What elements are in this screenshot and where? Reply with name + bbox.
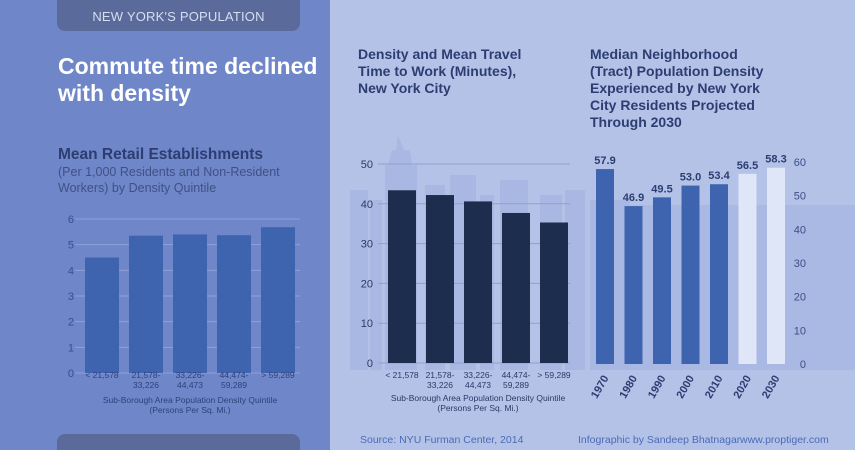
y-tick-label: 60 (794, 157, 806, 169)
y-tick-label: 50 (361, 159, 373, 171)
projected-bar (738, 173, 757, 364)
y-tick-label: 20 (361, 278, 373, 290)
x-tick-label: 21,578-33,226 (426, 370, 455, 390)
data-label: 53.4 (708, 170, 730, 182)
x-axis-label-units: (Persons Per Sq. Mi.) (149, 405, 230, 415)
x-tick-label: 21,578-33,226 (132, 370, 161, 390)
bar (129, 235, 163, 373)
x-tick-label: 44,474-59,289 (502, 370, 531, 390)
y-tick-label: 50 (794, 191, 806, 203)
bar (653, 197, 671, 364)
y-tick-label: 30 (361, 239, 373, 251)
bar (217, 235, 251, 373)
y-tick-label: 10 (794, 325, 806, 337)
x-tick-label: > 59,289 (537, 370, 571, 380)
credit-text: Infographic by Sandeep Bhatnagar (578, 434, 741, 446)
y-tick-label: 2 (68, 317, 74, 329)
data-label: 56.5 (737, 160, 758, 172)
x-tick-label: 2010 (703, 374, 726, 401)
bar (426, 195, 454, 363)
x-tick-label: 2020 (731, 374, 754, 401)
x-tick-label: < 21,578 (385, 370, 419, 380)
data-label: 46.9 (623, 192, 644, 204)
projected-bar (767, 167, 785, 364)
y-tick-label: 10 (361, 318, 373, 330)
data-label: 58.3 (765, 154, 786, 166)
x-tick-label: 33,226-44,473 (176, 370, 205, 390)
y-tick-label: 40 (361, 199, 373, 211)
x-axis-label-units: (Persons Per Sq. Mi.) (437, 403, 518, 413)
chart2-title: Density and Mean Travel Time to Work (Mi… (358, 46, 522, 96)
source-text: Source: NYU Furman Center, 2014 (360, 434, 524, 446)
y-tick-label: 30 (794, 258, 806, 270)
y-tick-label: 5 (68, 240, 74, 252)
chart1-subtitle: (Per 1,000 Residents and Non-Resident Wo… (58, 165, 280, 195)
chart1: 0 1 2 3 4 5 6 < 21,578 21,578-33,226 33,226-44,47… (68, 214, 300, 415)
y-tick-label: 0 (367, 358, 373, 370)
x-tick-label: > 59,289 (261, 370, 295, 380)
bar (464, 201, 492, 363)
x-axis-label: Sub-Borough Area Population Density Quin… (103, 395, 278, 405)
x-tick-label: 2030 (760, 374, 783, 401)
bar (540, 222, 568, 363)
y-tick-label: 4 (68, 265, 74, 277)
bar (681, 185, 700, 364)
data-label: 57.9 (594, 155, 615, 167)
x-tick-label: 1990 (646, 374, 669, 401)
y-tick-label: 0 (800, 359, 806, 371)
x-axis-label: Sub-Borough Area Population Density Quin… (391, 393, 566, 403)
data-label: 53.0 (680, 172, 701, 184)
x-tick-label: 2000 (674, 374, 697, 401)
headline: Commute time declined with density (58, 53, 318, 106)
y-tick-label: 6 (68, 214, 74, 226)
bar (502, 212, 530, 363)
bottom-tab (57, 434, 300, 450)
bar (388, 190, 416, 363)
chart1-title: Mean Retail Establishments (58, 146, 264, 163)
chart3-title: Median Neighborhood (Tract) Population D… (590, 46, 764, 130)
x-tick-label: < 21,578 (85, 370, 119, 380)
website-text: www.proptiger.com (740, 434, 829, 446)
x-tick-label: 44,474-59,289 (220, 370, 249, 390)
x-tick-label: 33,226-44,473 (464, 370, 493, 390)
bar (624, 206, 643, 364)
x-tick-label: 1980 (617, 374, 640, 401)
y-tick-label: 0 (68, 368, 74, 380)
data-label: 49.5 (651, 183, 672, 195)
y-tick-label: 40 (794, 224, 806, 236)
bar (710, 184, 728, 364)
banner: NEW YORK'S POPULATION (57, 0, 300, 31)
bar (173, 234, 207, 373)
y-tick-label: 20 (794, 292, 806, 304)
y-tick-label: 3 (68, 291, 74, 303)
x-tick-label: 1970 (589, 374, 612, 401)
bar (596, 169, 614, 364)
bar (261, 227, 295, 373)
left-panel (0, 0, 330, 450)
y-tick-label: 1 (68, 342, 74, 354)
bar (85, 257, 119, 373)
